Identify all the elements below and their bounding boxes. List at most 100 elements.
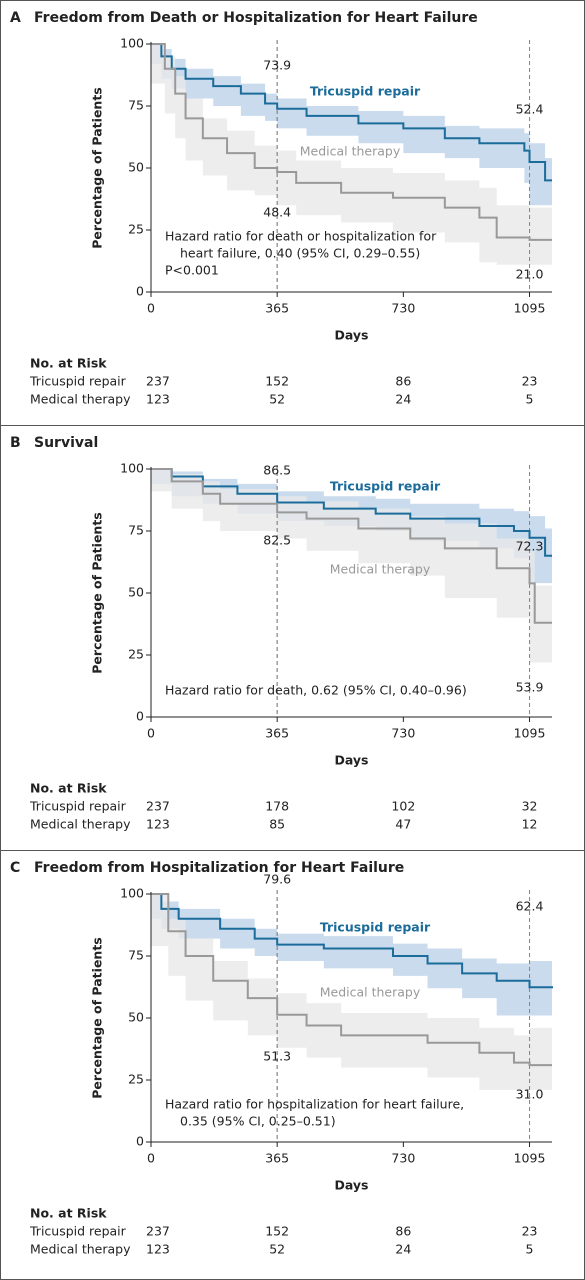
- y-tick-label: 75: [128, 98, 144, 113]
- y-tick-label: 75: [128, 948, 144, 963]
- x-axis-label: Days: [334, 328, 368, 343]
- risk-table-title: No. at Risk: [30, 356, 107, 371]
- landmark-label: 53.9: [516, 680, 544, 695]
- risk-count: 178: [265, 799, 289, 814]
- y-axis-label: Percentage of Patients: [90, 512, 105, 673]
- survival-curve: [151, 468, 552, 624]
- risk-row-name: Tricuspid repair: [29, 1224, 127, 1239]
- series-label: Tricuspid repair: [320, 920, 431, 935]
- risk-count: 237: [146, 1224, 170, 1239]
- hazard-ratio-note: heart failure, 0.40 (95% CI, 0.29–0.55): [180, 246, 420, 261]
- risk-count: 5: [526, 1242, 534, 1257]
- risk-count: 123: [146, 392, 170, 407]
- confidence-band: [151, 469, 552, 663]
- x-tick-label: 0: [147, 301, 155, 316]
- risk-count: 47: [395, 817, 411, 832]
- risk-count: 86: [395, 374, 411, 389]
- confidence-band: [151, 44, 552, 265]
- risk-count: 237: [146, 374, 170, 389]
- risk-count: 152: [265, 1224, 289, 1239]
- landmark-label: 48.4: [263, 205, 291, 220]
- risk-table-title: No. at Risk: [30, 1206, 107, 1221]
- chart-title: Freedom from Death or Hospitalization fo…: [34, 10, 478, 26]
- landmark-label: 52.4: [516, 102, 544, 117]
- landmark-label: 86.5: [263, 463, 291, 478]
- landmark-label: 21.0: [516, 267, 544, 282]
- confidence-band: [151, 894, 552, 1016]
- y-tick-label: 50: [128, 585, 144, 600]
- risk-count: 5: [526, 392, 534, 407]
- x-tick-label: 365: [265, 726, 289, 741]
- landmark-label: 82.5: [263, 533, 291, 548]
- survival-curve: [151, 43, 552, 182]
- risk-row-name: Medical therapy: [30, 1242, 131, 1257]
- risk-count: 12: [522, 817, 538, 832]
- x-axis-label: Days: [334, 753, 368, 768]
- risk-count: 23: [522, 374, 538, 389]
- risk-count: 24: [395, 1242, 411, 1257]
- risk-row-name: Medical therapy: [30, 392, 131, 407]
- landmark-label: 72.3: [516, 539, 544, 554]
- series-label: Medical therapy: [300, 144, 401, 159]
- x-tick-label: 0: [147, 726, 155, 741]
- y-tick-label: 0: [136, 709, 144, 724]
- x-tick-label: 1095: [514, 301, 546, 316]
- confidence-band: [151, 44, 552, 206]
- x-tick-label: 0: [147, 1151, 155, 1166]
- y-tick-label: 75: [128, 523, 144, 538]
- y-tick-label: 100: [120, 36, 144, 51]
- risk-count: 52: [269, 1242, 285, 1257]
- survival-curve: [151, 893, 553, 989]
- series-label: Tricuspid repair: [310, 84, 421, 99]
- hazard-ratio-note: Hazard ratio for death, 0.62 (95% CI, 0.…: [165, 683, 467, 698]
- hazard-ratio-note: 0.35 (95% CI, 0.25–0.51): [180, 1114, 336, 1129]
- y-tick-label: 50: [128, 1010, 144, 1025]
- risk-count: 237: [146, 799, 170, 814]
- y-tick-label: 25: [128, 1072, 144, 1087]
- y-tick-label: 0: [136, 284, 144, 299]
- landmark-label: 79.6: [263, 872, 291, 887]
- confidence-band: [151, 894, 552, 1090]
- x-tick-label: 1095: [514, 726, 546, 741]
- risk-count: 52: [269, 392, 285, 407]
- risk-count: 102: [391, 799, 415, 814]
- risk-count: 24: [395, 392, 411, 407]
- x-tick-label: 1095: [514, 1151, 546, 1166]
- x-tick-label: 730: [391, 726, 415, 741]
- landmark-label: 31.0: [516, 1087, 544, 1102]
- y-tick-label: 25: [128, 222, 144, 237]
- chart-title: Survival: [34, 435, 98, 451]
- landmark-label: 73.9: [263, 58, 291, 73]
- hazard-ratio-note: Hazard ratio for hospitalization for hea…: [165, 1097, 464, 1112]
- series-label: Medical therapy: [330, 562, 431, 577]
- panel-label: B: [10, 435, 21, 451]
- risk-count: 123: [146, 817, 170, 832]
- survival-curve: [151, 43, 552, 241]
- y-axis-label: Percentage of Patients: [90, 87, 105, 248]
- risk-count: 123: [146, 1242, 170, 1257]
- survival-curve: [151, 893, 552, 1067]
- x-axis-label: Days: [334, 1178, 368, 1193]
- risk-count: 152: [265, 374, 289, 389]
- panel-label: C: [10, 860, 20, 876]
- risk-table-title: No. at Risk: [30, 781, 107, 796]
- risk-count: 32: [522, 799, 538, 814]
- risk-count: 86: [395, 1224, 411, 1239]
- y-axis-label: Percentage of Patients: [90, 937, 105, 1098]
- x-tick-label: 365: [265, 1151, 289, 1166]
- y-tick-label: 50: [128, 160, 144, 175]
- landmark-label: 51.3: [263, 1049, 291, 1064]
- chart-title: Freedom from Hospitalization for Heart F…: [34, 860, 404, 876]
- series-label: Medical therapy: [320, 985, 421, 1000]
- y-tick-label: 0: [136, 1134, 144, 1149]
- risk-row-name: Tricuspid repair: [29, 799, 127, 814]
- x-tick-label: 730: [391, 1151, 415, 1166]
- panel-label: A: [10, 10, 21, 26]
- series-label: Tricuspid repair: [330, 479, 441, 494]
- risk-row-name: Tricuspid repair: [29, 374, 127, 389]
- y-tick-label: 100: [120, 461, 144, 476]
- risk-row-name: Medical therapy: [30, 817, 131, 832]
- y-tick-label: 25: [128, 647, 144, 662]
- risk-count: 23: [522, 1224, 538, 1239]
